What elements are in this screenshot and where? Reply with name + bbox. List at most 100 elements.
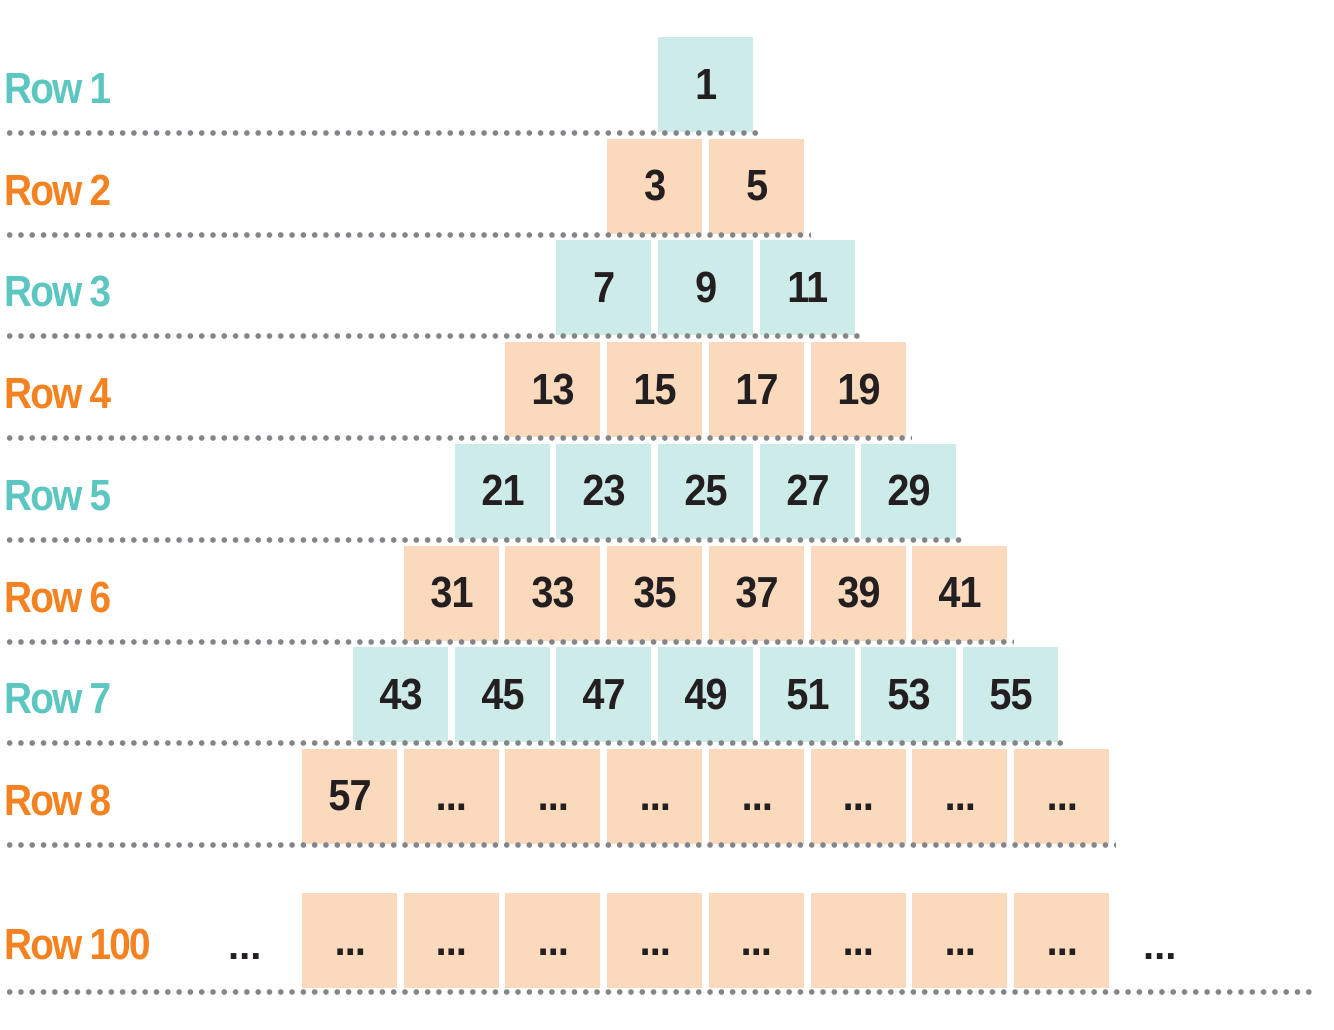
number-cell: 15 (607, 342, 703, 438)
number-value: 7 (593, 262, 615, 312)
number-value: ... (1046, 771, 1077, 821)
number-value: 9 (694, 262, 717, 312)
number-value: ... (944, 771, 976, 821)
number-value: ... (842, 915, 874, 965)
number-value: ... (436, 915, 467, 965)
number-cell: 45 (454, 647, 550, 743)
number-value: ... (537, 915, 569, 965)
number-cell: 51 (759, 647, 855, 743)
number-cell: 53 (861, 647, 957, 743)
number-cell: 57 (302, 748, 398, 844)
number-value: ... (741, 915, 772, 965)
row-label: Row 4 (4, 369, 111, 419)
row-label: Row 5 (4, 470, 111, 520)
number-cell: 29 (861, 443, 957, 539)
number-cell: 21 (454, 443, 550, 539)
number-value: 23 (582, 466, 626, 516)
number-cell: ... (810, 748, 906, 844)
row-label: Row 7 (4, 674, 111, 724)
number-value: 3 (644, 161, 666, 211)
number-cell: 19 (810, 342, 906, 438)
number-cell: 37 (708, 545, 804, 641)
number-cell: 25 (658, 443, 753, 539)
number-value: ... (537, 771, 569, 821)
number-cell: 55 (963, 647, 1059, 743)
number-value: 55 (989, 669, 1032, 719)
number-cell: ... (302, 893, 397, 988)
leading-ellipsis: ... (228, 924, 262, 968)
row-label: Row 100 (4, 920, 151, 969)
number-cell: ... (912, 748, 1008, 844)
dotted-divider (4, 536, 964, 543)
number-value: 21 (480, 466, 524, 516)
number-cell: 49 (658, 647, 753, 743)
number-cell: ... (607, 893, 703, 988)
dotted-divider (4, 638, 1014, 645)
number-cell: 7 (556, 240, 652, 336)
number-value: ... (436, 771, 467, 821)
dotted-divider (4, 740, 1065, 747)
number-value: 45 (480, 669, 524, 719)
number-cell: ... (1013, 748, 1109, 844)
number-cell: 3 (607, 138, 703, 234)
number-cell: ... (708, 748, 804, 844)
number-cell: 11 (759, 240, 855, 336)
number-value: 1 (694, 59, 717, 109)
number-value: 35 (633, 568, 677, 617)
row-label: Row 1 (4, 64, 111, 113)
number-cell: ... (1013, 893, 1109, 988)
number-cell: 9 (658, 240, 753, 336)
number-value: ... (944, 915, 976, 965)
trailing-ellipsis: ... (1143, 924, 1177, 968)
number-cell: 39 (810, 545, 906, 641)
number-value: 49 (684, 669, 727, 719)
number-value: 19 (836, 364, 880, 414)
number-cell: 1 (658, 37, 753, 132)
number-value: 51 (786, 669, 829, 719)
dotted-divider (4, 231, 811, 238)
number-value: 47 (582, 669, 626, 719)
number-value: ... (334, 915, 365, 965)
number-value: 31 (430, 568, 473, 617)
number-cell: ... (505, 748, 601, 844)
dotted-divider (4, 989, 1316, 995)
number-cell: 13 (505, 342, 601, 438)
row-label: Row 3 (4, 267, 111, 317)
number-value: 57 (328, 771, 371, 821)
number-value: 17 (735, 364, 778, 414)
number-cell: ... (403, 748, 499, 844)
number-value: 25 (684, 466, 727, 516)
number-value: 15 (633, 364, 677, 414)
row-label: Row 6 (4, 572, 111, 622)
number-value: ... (639, 771, 670, 821)
number-cell: ... (403, 893, 499, 988)
number-value: ... (842, 771, 874, 821)
number-cell: 33 (505, 545, 601, 641)
number-cell: 35 (607, 545, 703, 641)
number-value: 53 (887, 669, 931, 719)
number-cell: 5 (708, 138, 804, 234)
number-cell: ... (810, 893, 906, 988)
number-value: 13 (531, 364, 575, 414)
number-cell: ... (505, 893, 601, 988)
row-label: Row 2 (4, 165, 111, 215)
dotted-divider (4, 333, 862, 340)
number-cell: 23 (556, 443, 652, 539)
number-cell: 27 (759, 443, 855, 539)
number-value: 5 (745, 161, 768, 211)
number-value: ... (1046, 915, 1077, 965)
number-cell: ... (912, 893, 1008, 988)
number-value: 33 (531, 568, 575, 617)
number-cell: 47 (556, 647, 652, 743)
number-value: 37 (735, 568, 778, 617)
number-value: 43 (379, 669, 422, 719)
number-value: 39 (836, 568, 880, 617)
number-cell: 41 (912, 545, 1008, 641)
number-cell: ... (708, 893, 804, 988)
number-cell: ... (607, 748, 703, 844)
number-value: 27 (786, 466, 829, 516)
row-label: Row 8 (4, 775, 111, 825)
dotted-divider (4, 130, 760, 136)
number-value: ... (741, 771, 772, 821)
number-cell: 31 (403, 545, 499, 641)
